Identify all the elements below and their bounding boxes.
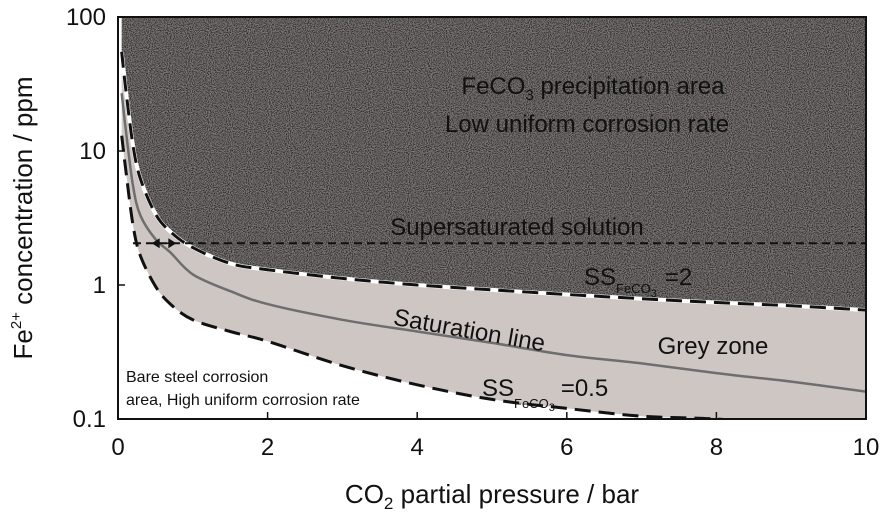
series-line-2 <box>120 93 866 393</box>
bare-steel-label-line1: Bare steel corrosion <box>126 369 268 386</box>
y-tick-label: 100 <box>66 4 106 31</box>
x-tick-label: 6 <box>560 434 573 461</box>
series-line-1 <box>120 51 866 312</box>
y-tick-label: 10 <box>79 138 106 165</box>
y-ticks: 0.1 1 10 100 <box>66 4 125 433</box>
precipitation-area-texture <box>118 17 866 311</box>
x-axis-title: CO2 partial pressure / bar <box>345 479 639 513</box>
ss05-label: SSFeCO3=0.5 <box>482 375 608 414</box>
y-tick-label: 1 <box>93 272 106 299</box>
y-tick-label: 0.1 <box>73 406 106 433</box>
x-tick-label: 0 <box>111 434 124 461</box>
series-layer <box>119 51 866 419</box>
x-tick-label: 8 <box>710 434 723 461</box>
supersaturated-label: Supersaturated solution <box>390 214 644 241</box>
y-axis-title: Fe2+ concentration / ppm <box>8 76 38 359</box>
bare-steel-label-line2: area, High uniform corrosion rate <box>126 392 360 409</box>
precipitation-area-label: FeCO3 precipitation area <box>461 73 725 104</box>
x-tick-label: 4 <box>411 434 424 461</box>
x-ticks: 0 2 4 6 8 10 <box>111 412 879 461</box>
low-corrosion-label: Low uniform corrosion rate <box>445 111 729 138</box>
grey-zone-label: Grey zone <box>658 333 769 360</box>
plot-area <box>118 17 866 419</box>
arrow-head-left <box>151 238 160 249</box>
x-tick-label: 2 <box>261 434 274 461</box>
double-arrow-marker <box>151 238 177 249</box>
grey-zone-fill <box>121 51 866 419</box>
x-tick-label: 10 <box>853 434 880 461</box>
arrow-head-right <box>168 238 177 249</box>
series-line-3 <box>120 135 737 419</box>
plot-frame <box>117 16 867 420</box>
ss2-label: SSFeCO3=2 <box>584 264 692 300</box>
